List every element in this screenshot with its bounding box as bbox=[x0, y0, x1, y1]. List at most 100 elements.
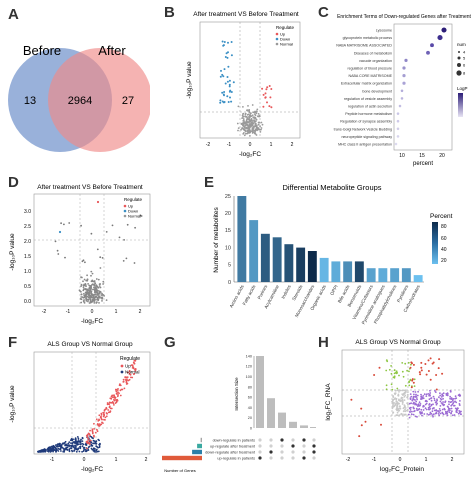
unchanged-point bbox=[392, 411, 395, 414]
x-tick: -1 bbox=[372, 457, 377, 463]
protein-point bbox=[450, 397, 453, 399]
y-axis-label: -log₁₀P value bbox=[186, 61, 193, 99]
normal-point bbox=[134, 226, 137, 229]
rna-point bbox=[401, 370, 404, 373]
protein-point bbox=[420, 393, 422, 396]
up-point bbox=[123, 387, 126, 390]
rna-point bbox=[404, 384, 407, 387]
normal-point bbox=[68, 450, 71, 453]
y-axis-label: log₂FC_RNA bbox=[325, 383, 332, 421]
rna-point bbox=[413, 385, 416, 387]
both-point bbox=[378, 366, 381, 369]
normal-point bbox=[105, 231, 108, 233]
down-point bbox=[230, 100, 233, 103]
normal-point bbox=[123, 239, 125, 241]
normal-point bbox=[87, 283, 89, 285]
normal-point bbox=[241, 127, 244, 129]
normal-point bbox=[88, 284, 91, 287]
y-tick: 60 bbox=[248, 396, 252, 400]
normal-point bbox=[98, 296, 101, 299]
protein-point bbox=[420, 395, 423, 398]
up-point bbox=[108, 401, 111, 404]
unchanged-point bbox=[396, 409, 398, 412]
normal-point bbox=[248, 128, 251, 130]
legend-marker bbox=[123, 204, 127, 208]
term-label: Regulation of synapse assembly bbox=[340, 120, 392, 124]
up-point bbox=[131, 365, 134, 367]
up-point bbox=[115, 399, 117, 401]
up-point bbox=[96, 428, 98, 431]
protein-point bbox=[453, 414, 456, 416]
both-point bbox=[350, 398, 353, 401]
normal-point bbox=[89, 290, 91, 293]
normal-point bbox=[111, 224, 114, 227]
unchanged-point bbox=[395, 398, 398, 401]
rna-point bbox=[413, 378, 416, 381]
y-tick: 120 bbox=[246, 365, 252, 369]
legend-entry: Up bbox=[128, 204, 134, 209]
unchanged-point bbox=[401, 403, 404, 405]
down-point bbox=[228, 83, 231, 86]
plot-area bbox=[33, 193, 151, 307]
color-legend-bar bbox=[458, 93, 463, 117]
normal-point bbox=[84, 294, 87, 297]
normal-point bbox=[85, 450, 88, 453]
protein-point bbox=[428, 408, 430, 411]
normal-point bbox=[92, 298, 94, 301]
unchanged-point bbox=[406, 402, 408, 405]
panel-b: B After treatment VS Before Treatment Re… bbox=[158, 0, 316, 160]
protein-point bbox=[430, 404, 433, 407]
up-point bbox=[88, 443, 91, 445]
rna-point bbox=[407, 361, 410, 364]
normal-point bbox=[86, 295, 89, 298]
normal-point bbox=[102, 283, 104, 285]
normal-point bbox=[60, 450, 62, 452]
normal-point bbox=[93, 286, 95, 289]
normal-point bbox=[80, 283, 83, 286]
term-label: regulation of vesicle assembly bbox=[344, 97, 392, 101]
normal-point bbox=[90, 274, 92, 277]
normal-point bbox=[73, 445, 75, 448]
up-point bbox=[105, 412, 108, 414]
normal-point bbox=[95, 448, 98, 451]
normal-point bbox=[42, 449, 45, 452]
normal-point bbox=[49, 451, 52, 453]
up-point bbox=[128, 378, 131, 381]
unchanged-point bbox=[391, 406, 394, 409]
both-point bbox=[425, 373, 428, 376]
normal-point bbox=[70, 444, 73, 447]
protein-point bbox=[430, 399, 433, 402]
protein-point bbox=[459, 400, 461, 402]
protein-point bbox=[439, 392, 441, 395]
up-point bbox=[118, 392, 120, 395]
protein-point bbox=[451, 410, 453, 413]
down-point bbox=[221, 40, 224, 43]
protein-point bbox=[438, 408, 441, 410]
normal-point bbox=[79, 298, 82, 300]
bar bbox=[237, 196, 247, 282]
down-point bbox=[219, 75, 222, 78]
up-point bbox=[133, 362, 136, 365]
up-point bbox=[108, 406, 111, 409]
normal-point bbox=[84, 293, 87, 296]
set-label: down-regulate in patients bbox=[213, 438, 256, 442]
normal-point bbox=[260, 128, 262, 131]
normal-point bbox=[51, 447, 53, 450]
protein-point bbox=[412, 413, 415, 416]
unchanged-point bbox=[401, 400, 404, 403]
normal-point bbox=[47, 449, 50, 452]
up-point bbox=[128, 370, 131, 372]
protein-point bbox=[417, 408, 420, 411]
unchanged-point bbox=[402, 394, 404, 396]
volcano-plot-d: After treatment VS Before Treatment Regu… bbox=[9, 184, 151, 325]
protein-point bbox=[411, 399, 414, 402]
normal-point bbox=[59, 442, 61, 445]
normal-point bbox=[86, 278, 89, 281]
normal-point bbox=[87, 300, 89, 303]
bar bbox=[354, 261, 364, 282]
protein-point bbox=[409, 411, 411, 413]
up-point bbox=[134, 359, 137, 362]
up-point bbox=[103, 413, 105, 416]
plot-area bbox=[199, 21, 301, 139]
unchanged-point bbox=[396, 411, 399, 414]
